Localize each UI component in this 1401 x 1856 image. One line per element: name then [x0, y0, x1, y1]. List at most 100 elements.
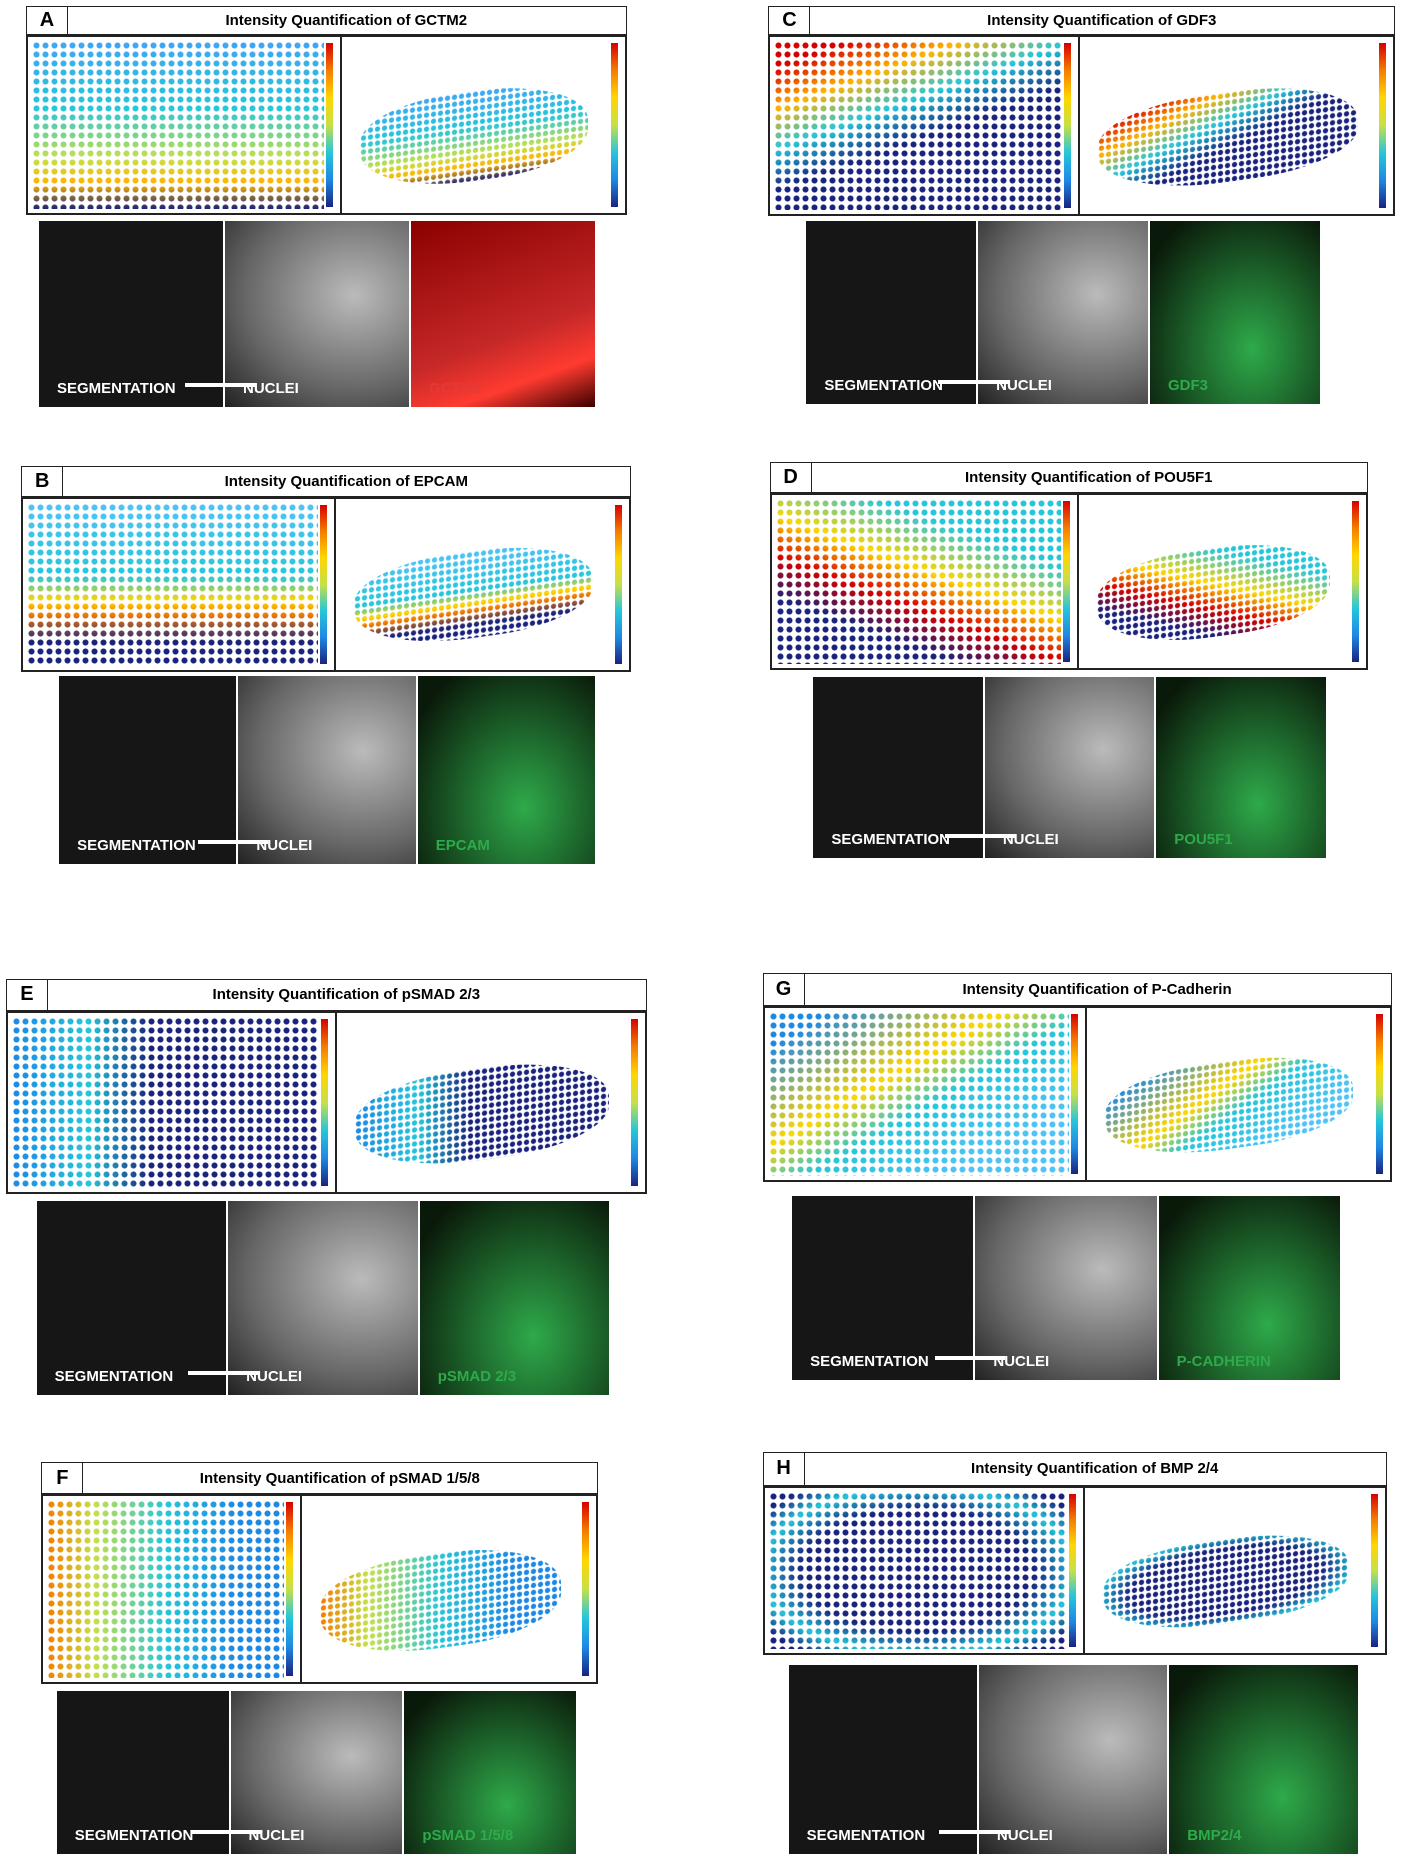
scatter-2d [32, 41, 325, 210]
panel-header: D Intensity Quantification of POU5F1 [769, 462, 1368, 493]
panel-header: H Intensity Quantification of BMP 2/4 [762, 1451, 1387, 1487]
plot-frame [41, 1494, 599, 1684]
micrograph: POU5F1 [1156, 677, 1326, 859]
plot-divider [334, 498, 337, 670]
channel-label: SEGMENTATION [54, 1368, 174, 1386]
plot-divider [1082, 1488, 1085, 1654]
scale-bar [190, 1829, 261, 1834]
micrograph: NUCLEI [228, 1201, 418, 1396]
channel-label: SEGMENTATION [57, 379, 176, 397]
panel-letter: G [764, 974, 805, 1006]
channel-label: NUCLEI [1002, 831, 1059, 849]
micrograph: pSMAD 1/5/8 [404, 1690, 577, 1854]
micrograph: GDF3 [1149, 221, 1320, 405]
micrograph: EPCAM [417, 676, 596, 865]
scatter-2d [775, 499, 1061, 665]
colorbar [1063, 43, 1071, 209]
scatter-3d [1105, 1043, 1354, 1167]
panel-header: C Intensity Quantification of GDF3 [768, 5, 1396, 36]
panel-title: Intensity Quantification of P-Cadherin [962, 981, 1232, 999]
micrograph: NUCLEI [225, 221, 410, 407]
micrograph: NUCLEI [230, 1690, 403, 1854]
scatter-2d [768, 1492, 1067, 1650]
micrograph: NUCLEI [978, 221, 1148, 405]
panel-letter: E [7, 979, 48, 1010]
micrograph: SEGMENTATION [39, 221, 223, 407]
scale-bar [188, 1371, 259, 1376]
micrograph: GCTM2 [411, 221, 596, 407]
plot-divider [1077, 37, 1080, 215]
colorbar [285, 1502, 293, 1676]
panel-title: Intensity Quantification of GCTM2 [225, 12, 468, 30]
channel-label: NUCLEI [996, 377, 1052, 395]
scale-bar [185, 382, 256, 387]
plot-divider [1085, 1008, 1088, 1181]
scatter-2d [27, 502, 319, 666]
colorbar [326, 43, 334, 208]
micrograph: BMP2/4 [1169, 1664, 1358, 1854]
channel-label: pSMAD 2/3 [437, 1368, 517, 1386]
plot-frame [762, 1486, 1387, 1656]
channel-label: SEGMENTATION [806, 1826, 926, 1844]
colorbar [1068, 1494, 1076, 1648]
panel-header: A Intensity Quantification of GCTM2 [26, 5, 627, 36]
colorbar [1375, 1014, 1383, 1175]
panel-header: B Intensity Quantification of EPCAM [21, 465, 632, 497]
colorbar [1062, 501, 1070, 663]
plot-divider [299, 1496, 302, 1682]
micrograph: P-CADHERIN [1158, 1196, 1340, 1380]
panel-title: Intensity Quantification of pSMAD 2/3 [212, 986, 481, 1004]
plot-divider [334, 1012, 337, 1193]
channel-label: pSMAD 1/5/8 [422, 1826, 514, 1844]
colorbar [610, 43, 618, 208]
panel-letter: A [27, 6, 68, 35]
channel-label: P-CADHERIN [1176, 1352, 1271, 1370]
channel-label: SEGMENTATION [810, 1352, 929, 1370]
micrograph: NUCLEI [984, 677, 1155, 859]
colorbar [1071, 1014, 1079, 1175]
scatter-2d [47, 1500, 284, 1678]
channel-label: SEGMENTATION [77, 837, 196, 855]
scatter-2d [11, 1016, 319, 1189]
colorbar [1351, 501, 1359, 663]
plot-frame [5, 1010, 647, 1195]
scale-bar [944, 834, 1015, 839]
colorbar [630, 1018, 638, 1187]
colorbar [320, 1018, 328, 1187]
panel-header: E Intensity Quantification of pSMAD 2/3 [5, 978, 647, 1011]
colorbar [1370, 1494, 1378, 1648]
channel-label: NUCLEI [246, 1368, 303, 1386]
plot-divider [340, 37, 343, 214]
channel-label: SEGMENTATION [74, 1826, 194, 1844]
panel-title: Intensity Quantification of pSMAD 1/5/8 [199, 1469, 480, 1487]
channel-label: SEGMENTATION [824, 377, 943, 395]
micrograph: NUCLEI [238, 676, 416, 865]
plot-frame [26, 35, 627, 216]
colorbar [320, 504, 328, 664]
channel-label: NUCLEI [248, 1826, 305, 1844]
colorbar [1379, 43, 1387, 209]
panel-letter: B [22, 466, 64, 496]
panel-letter: D [771, 463, 812, 492]
panel-letter: F [42, 1463, 84, 1494]
channel-label: BMP2/4 [1187, 1826, 1242, 1844]
channel-label: SEGMENTATION [831, 831, 951, 849]
panel-letter: H [764, 1452, 805, 1486]
colorbar [582, 1502, 590, 1676]
micrograph: NUCLEI [975, 1196, 1157, 1380]
panel-title: Intensity Quantification of GDF3 [987, 12, 1217, 30]
plot-frame [769, 493, 1368, 671]
channel-label: NUCLEI [996, 1826, 1053, 1844]
scale-bar [938, 1829, 1009, 1834]
scatter-2d [774, 41, 1062, 211]
scale-bar [935, 1355, 1006, 1360]
plot-frame [768, 35, 1396, 217]
plot-frame [21, 496, 632, 672]
colorbar [615, 504, 623, 664]
channel-label: GCTM2 [429, 379, 482, 397]
plot-frame [762, 1006, 1392, 1183]
micrograph: SEGMENTATION [59, 676, 237, 865]
micrograph: pSMAD 2/3 [419, 1201, 610, 1396]
scatter-3d [360, 75, 589, 198]
